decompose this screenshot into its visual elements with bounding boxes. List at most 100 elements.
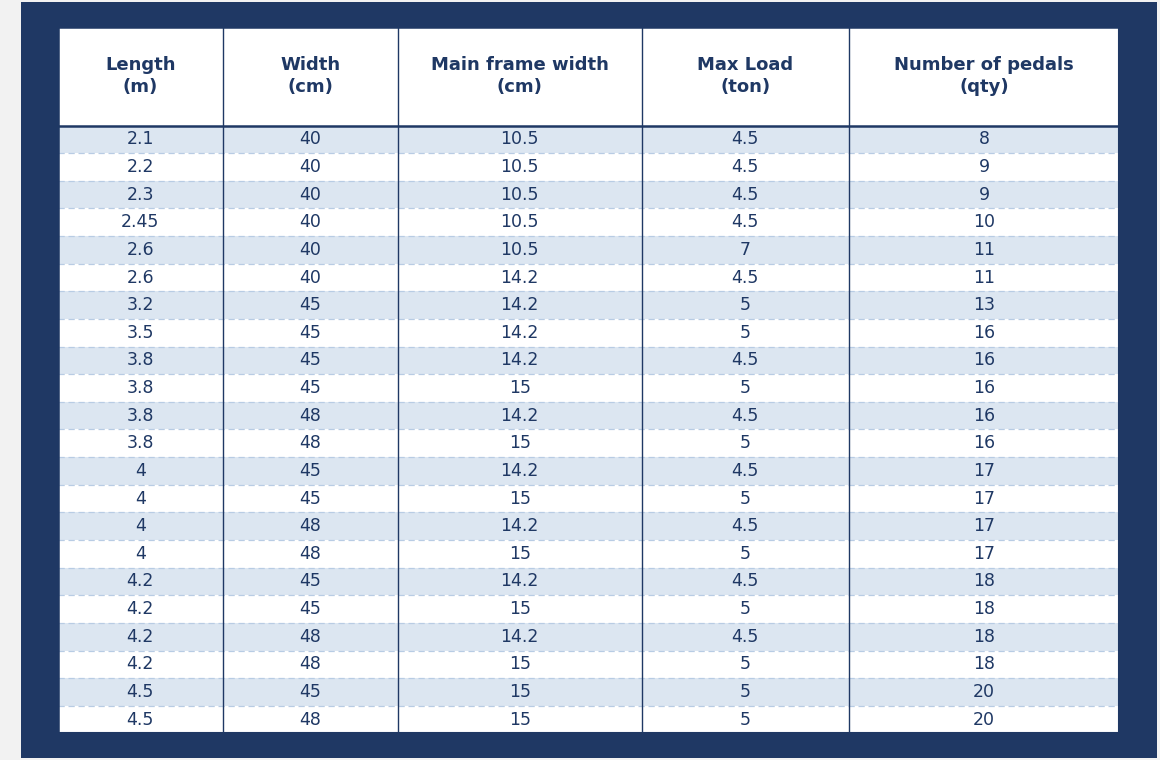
Text: 4.5: 4.5: [732, 131, 759, 148]
Text: 5: 5: [740, 434, 751, 452]
Text: 5: 5: [740, 711, 751, 729]
Text: 45: 45: [299, 683, 321, 701]
Text: 4.2: 4.2: [126, 655, 154, 673]
Text: 48: 48: [299, 517, 321, 535]
Text: 5: 5: [740, 296, 751, 314]
Bar: [58, 154, 1119, 181]
Text: 45: 45: [299, 489, 321, 508]
Text: 15: 15: [509, 711, 531, 729]
Text: 14.2: 14.2: [500, 351, 539, 369]
Text: 17: 17: [973, 545, 995, 563]
Text: 10.5: 10.5: [500, 131, 539, 148]
Text: 45: 45: [299, 379, 321, 397]
Text: 40: 40: [299, 241, 321, 259]
Text: 15: 15: [509, 545, 531, 563]
Text: 48: 48: [299, 434, 321, 452]
Text: 4.5: 4.5: [126, 711, 154, 729]
Text: 3.8: 3.8: [126, 351, 154, 369]
Text: 15: 15: [509, 683, 531, 701]
Text: 3.8: 3.8: [126, 407, 154, 425]
Text: 45: 45: [299, 324, 321, 342]
Text: 5: 5: [740, 489, 751, 508]
Text: 5: 5: [740, 545, 751, 563]
Text: 48: 48: [299, 407, 321, 425]
Bar: [58, 264, 1119, 291]
Text: 10: 10: [973, 214, 995, 231]
Text: 4.2: 4.2: [126, 600, 154, 618]
Text: Length
(m): Length (m): [106, 56, 175, 97]
Text: 4: 4: [135, 545, 146, 563]
Bar: [58, 540, 1119, 568]
Bar: [58, 319, 1119, 347]
Text: 10.5: 10.5: [500, 214, 539, 231]
Text: 20: 20: [973, 683, 995, 701]
Text: 40: 40: [299, 131, 321, 148]
Text: 14.2: 14.2: [500, 407, 539, 425]
Bar: [58, 181, 1119, 208]
Text: 17: 17: [973, 462, 995, 480]
Bar: [58, 208, 1119, 236]
Text: 16: 16: [973, 407, 995, 425]
Bar: [58, 512, 1119, 540]
Text: 16: 16: [973, 434, 995, 452]
Text: 4.2: 4.2: [126, 572, 154, 591]
Text: Main frame width
(cm): Main frame width (cm): [430, 56, 609, 97]
Text: 3.8: 3.8: [126, 379, 154, 397]
Bar: [58, 678, 1119, 706]
Text: 15: 15: [509, 655, 531, 673]
Text: 45: 45: [299, 351, 321, 369]
Text: 16: 16: [973, 351, 995, 369]
Text: 14.2: 14.2: [500, 628, 539, 646]
Text: 10.5: 10.5: [500, 185, 539, 204]
Text: 11: 11: [973, 241, 995, 259]
Text: 14.2: 14.2: [500, 572, 539, 591]
Text: 45: 45: [299, 296, 321, 314]
Text: 4: 4: [135, 517, 146, 535]
Text: 18: 18: [973, 655, 995, 673]
Text: 4: 4: [135, 489, 146, 508]
Text: 14.2: 14.2: [500, 268, 539, 287]
Bar: [58, 485, 1119, 512]
Bar: [58, 706, 1119, 733]
Text: 17: 17: [973, 517, 995, 535]
Text: 5: 5: [740, 683, 751, 701]
Text: 14.2: 14.2: [500, 324, 539, 342]
Text: 3.5: 3.5: [126, 324, 154, 342]
Text: 48: 48: [299, 545, 321, 563]
Text: 4.5: 4.5: [732, 214, 759, 231]
Bar: [58, 429, 1119, 457]
Bar: [58, 347, 1119, 374]
Bar: [58, 125, 1119, 154]
Text: 5: 5: [740, 655, 751, 673]
Text: 4: 4: [135, 462, 146, 480]
Text: 5: 5: [740, 379, 751, 397]
Text: 10.5: 10.5: [500, 158, 539, 176]
Text: 18: 18: [973, 628, 995, 646]
Text: 4.5: 4.5: [732, 517, 759, 535]
Text: Width
(cm): Width (cm): [280, 56, 340, 97]
Text: 45: 45: [299, 462, 321, 480]
Text: 2.3: 2.3: [126, 185, 154, 204]
Text: 45: 45: [299, 572, 321, 591]
Text: 4.5: 4.5: [732, 268, 759, 287]
Bar: [58, 457, 1119, 485]
Text: 40: 40: [299, 185, 321, 204]
Text: Max Load
(ton): Max Load (ton): [697, 56, 793, 97]
Text: 15: 15: [509, 600, 531, 618]
Text: 15: 15: [509, 434, 531, 452]
Text: 4.5: 4.5: [732, 185, 759, 204]
Text: Number of pedals
(qty): Number of pedals (qty): [894, 56, 1074, 97]
Text: 4.5: 4.5: [732, 158, 759, 176]
Text: 2.6: 2.6: [126, 241, 154, 259]
Bar: [58, 236, 1119, 264]
Text: 48: 48: [299, 711, 321, 729]
Text: 3.2: 3.2: [126, 296, 154, 314]
Text: 9: 9: [979, 185, 989, 204]
Bar: [58, 568, 1119, 595]
Text: 5: 5: [740, 600, 751, 618]
Bar: [58, 374, 1119, 402]
Text: 48: 48: [299, 628, 321, 646]
Text: 9: 9: [979, 158, 989, 176]
Text: 45: 45: [299, 600, 321, 618]
Bar: [58, 402, 1119, 429]
